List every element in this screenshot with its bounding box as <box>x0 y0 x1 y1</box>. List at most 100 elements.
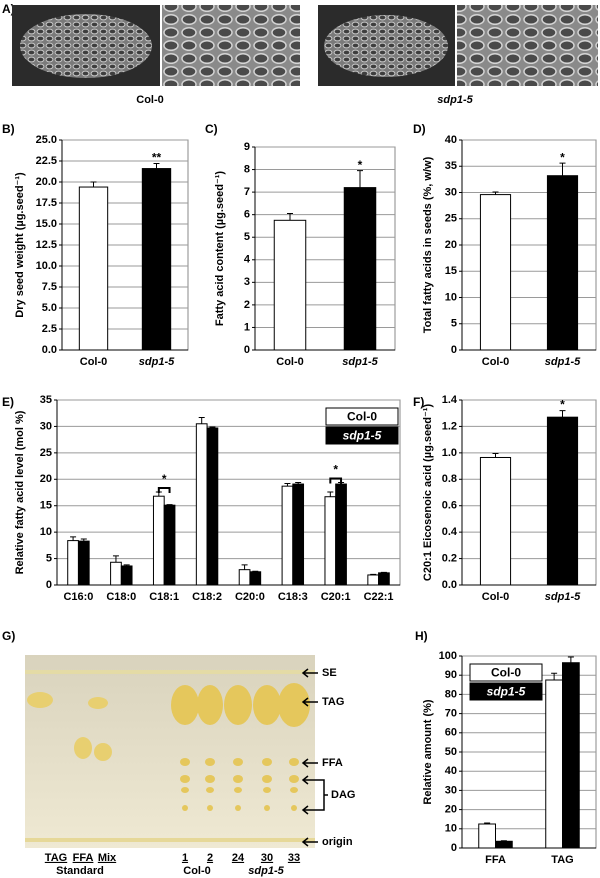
error-bar <box>559 410 566 418</box>
bar <box>281 485 294 586</box>
y-axis-label: Dry seed weight (µg.seed⁻¹) <box>14 172 26 318</box>
y-tick-label: 30 <box>445 186 457 198</box>
sem-image <box>162 5 300 86</box>
spot <box>27 692 53 708</box>
y-tick-label: 17.5 <box>36 197 57 209</box>
bar <box>292 483 305 586</box>
legend-label: Col-0 <box>347 410 377 424</box>
panel-label: A) <box>2 2 15 16</box>
band-label: origin <box>322 836 353 848</box>
x-tick-label: C16:0 <box>63 591 93 603</box>
error-bar <box>484 822 491 824</box>
y-tick-label: 20 <box>40 473 52 485</box>
error-bar <box>370 573 377 575</box>
x-tick-label: Col-0 <box>80 356 108 368</box>
bar <box>335 483 347 586</box>
significance: * <box>358 158 363 172</box>
y-axis-label: Relative fatty acid level (mol %) <box>14 410 26 574</box>
band-label: FFA <box>322 757 343 769</box>
tlc-plate <box>25 655 315 848</box>
y-tick-label: 7.5 <box>42 281 57 293</box>
y-tick-label: 8 <box>244 163 250 175</box>
panel-label: E) <box>2 395 14 409</box>
seed <box>324 15 448 77</box>
lane-label: Mix <box>98 852 117 864</box>
error-bar <box>153 163 160 169</box>
significance: * <box>560 398 565 412</box>
group-label: Standard <box>56 865 104 877</box>
legend-swatch <box>325 407 399 426</box>
significance-bracket <box>157 486 171 493</box>
legend-label: Col-0 <box>491 666 521 680</box>
y-tick-label: 20 <box>445 239 457 251</box>
legend-label: sdp1-5 <box>343 429 382 443</box>
bar <box>324 496 337 586</box>
y-tick-label: 30 <box>40 420 52 432</box>
y-tick-label: 3 <box>244 276 250 288</box>
y-tick-label: 6 <box>244 209 250 221</box>
y-tick-label: 5 <box>244 231 250 243</box>
bar <box>546 175 579 351</box>
x-tick-label: sdp1-5 <box>342 356 378 368</box>
y-tick-label: 70 <box>445 708 457 720</box>
lane-label: 24 <box>232 852 245 864</box>
caption: Col-0 <box>136 94 164 106</box>
sem-image <box>457 5 598 86</box>
error-bar <box>198 416 205 424</box>
error-bar <box>492 191 499 195</box>
bar <box>67 540 79 586</box>
panel-label: H) <box>415 629 428 643</box>
bar <box>195 423 208 586</box>
significance: * <box>333 463 338 477</box>
solvent-front <box>25 670 315 674</box>
seed <box>20 14 152 78</box>
band-label: SE <box>322 667 337 679</box>
y-tick-label: 1.2 <box>442 420 457 432</box>
band-arrows <box>301 668 328 847</box>
x-tick-label: C18:3 <box>278 591 308 603</box>
bar <box>545 679 563 849</box>
y-tick-label: 35 <box>40 394 52 406</box>
panel-label: B) <box>2 122 15 136</box>
panel-a: A) Col-0 sdp1-5 <box>2 2 598 106</box>
y-tick-label: 100 <box>439 650 457 662</box>
x-tick-label: TAG <box>551 854 573 866</box>
bar <box>367 574 380 586</box>
y-tick-label: 10 <box>445 291 457 303</box>
band-label: TAG <box>322 696 344 708</box>
x-tick-label: sdp1-5 <box>545 356 581 368</box>
error-bar <box>70 536 77 541</box>
error-bar <box>357 170 363 188</box>
lane-label: TAG <box>45 852 67 864</box>
bar <box>495 840 513 849</box>
lane-label: 1 <box>182 852 188 864</box>
significance: ** <box>152 151 162 165</box>
group-label: Col-0 <box>183 865 211 877</box>
y-tick-label: 25 <box>445 213 457 225</box>
y-tick-label: 0.4 <box>442 526 458 538</box>
bar <box>163 504 176 586</box>
error-bar <box>90 181 97 188</box>
band-label: DAG <box>331 789 355 801</box>
bar <box>478 823 496 849</box>
panel-label: D) <box>413 122 426 136</box>
error-bar <box>284 483 291 487</box>
sample-lanes <box>171 683 310 811</box>
x-tick-label: C20:1 <box>321 591 351 603</box>
error-bar <box>295 481 302 485</box>
y-tick-label: 0 <box>451 842 457 854</box>
y-tick-label: 0.2 <box>442 552 457 564</box>
y-axis-label: Fatty acid content (µg.seed⁻¹) <box>214 171 226 326</box>
panel-label: C) <box>205 122 218 136</box>
caption: sdp1-5 <box>437 94 473 106</box>
y-tick-label: 0.0 <box>442 579 457 591</box>
bar <box>378 572 390 586</box>
x-tick-label: Col-0 <box>482 591 510 603</box>
y-tick-label: 0 <box>46 579 52 591</box>
spot <box>94 743 112 761</box>
lane-label: 2 <box>207 852 213 864</box>
y-tick-label: 0.0 <box>42 344 57 356</box>
y-tick-label: 0 <box>451 344 457 356</box>
bar <box>110 561 122 586</box>
y-tick-label: 80 <box>445 688 457 700</box>
